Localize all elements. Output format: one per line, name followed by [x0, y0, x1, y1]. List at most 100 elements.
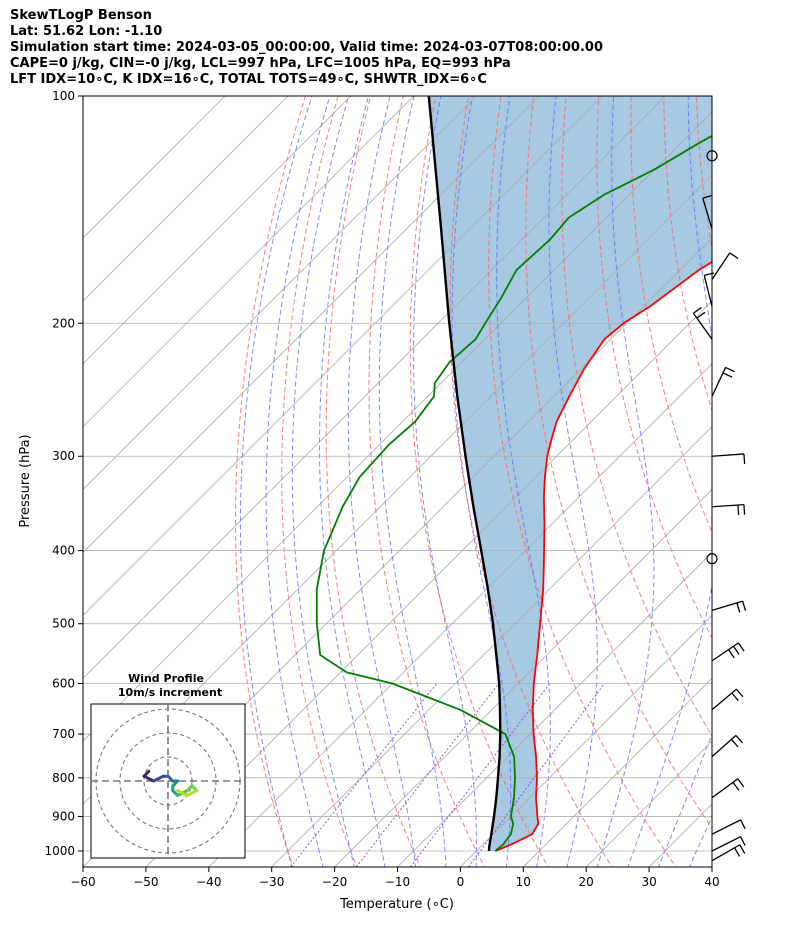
- y-tick-label: 200: [52, 316, 75, 330]
- moist-adiabat-line: [265, 96, 331, 867]
- y-tick-label: 300: [52, 449, 75, 463]
- moist-adiabat-line: [496, 96, 551, 867]
- moist-adiabat-line: [240, 96, 313, 867]
- mixing-ratio-line: [467, 683, 605, 867]
- isotherm-line: [396, 551, 712, 867]
- moist-adiabat-line: [657, 732, 712, 867]
- moist-adiabat-line: [451, 96, 512, 867]
- x-axis-label: Temperature (∘C): [339, 897, 454, 912]
- dry-adiabat-line: [449, 96, 613, 867]
- wind-barb: [711, 453, 744, 457]
- moist-adiabat-line: [319, 96, 386, 867]
- wind-barb: [711, 778, 739, 799]
- wind-barb-flag: [730, 738, 739, 748]
- chart-title: SkewTLogP Benson: [10, 8, 152, 23]
- location-info: Lat: 51.62 Lon: -1.10: [10, 24, 163, 39]
- wind-barb-flag: [737, 504, 740, 516]
- wind-barb: [711, 819, 741, 835]
- wind-barb-flag: [693, 306, 702, 314]
- wind-barb-flag: [725, 366, 735, 373]
- wind-barb-flag: [735, 734, 744, 744]
- mixing-ratio-line: [355, 683, 500, 867]
- moist-adiabat-line: [688, 815, 712, 867]
- hodograph-title: Wind Profile: [128, 672, 204, 685]
- hodograph-plot: [91, 704, 245, 858]
- x-tick-label: 10: [516, 875, 531, 889]
- dewpoint-line: [315, 134, 712, 852]
- wind-barb: [711, 503, 744, 508]
- wind-barb: [711, 688, 737, 711]
- wind-barb: [702, 198, 713, 230]
- x-tick-label: 20: [579, 875, 594, 889]
- calm-wind-circle: [706, 553, 718, 565]
- wind-barb: [711, 836, 741, 852]
- dry-adiabat-line: [762, 96, 794, 870]
- isotherm-line: [83, 96, 226, 239]
- mixing-ratio-line: [409, 683, 551, 867]
- isotherm-line: [334, 489, 712, 867]
- x-tick-label: −60: [70, 875, 95, 889]
- wind-barb-flag: [729, 252, 739, 259]
- moist-adiabat-line: [347, 96, 417, 867]
- temperature-line: [494, 260, 712, 852]
- moist-adiabat-line: [378, 96, 447, 867]
- dry-adiabat-line: [561, 96, 712, 737]
- dry-adiabat-line: [235, 96, 306, 867]
- hodograph-trace: [152, 774, 165, 783]
- y-tick-label: 900: [52, 809, 75, 823]
- cape-shading: [428, 96, 712, 851]
- wind-barb-flag: [731, 692, 739, 702]
- x-tick-label: 0: [457, 875, 465, 889]
- isotherm-line: [145, 300, 712, 867]
- moist-adiabat-line: [716, 79, 794, 876]
- wind-barb: [711, 367, 727, 397]
- wind-barb-flag: [743, 453, 746, 464]
- isotherm-line: [711, 866, 712, 867]
- wind-barb-flag: [740, 819, 746, 830]
- y-tick-label: 1000: [44, 844, 75, 858]
- isotherm-line: [208, 363, 712, 867]
- y-tick-label: 400: [52, 544, 75, 558]
- index-info: LFT IDX=10∘C, K IDX=16∘C, TOTAL TOTS=49∘…: [10, 72, 487, 87]
- wind-barb-flag: [743, 504, 746, 515]
- cape-info: CAPE=0 j/kg, CIN=-0 j/kg, LCL=997 hPa, L…: [10, 56, 511, 71]
- dry-adiabat-line: [630, 96, 712, 534]
- wind-barb-flag: [739, 844, 746, 854]
- hodograph-trace: [176, 789, 189, 797]
- wind-barb: [711, 252, 731, 280]
- wind-barb-flag: [722, 372, 733, 378]
- wind-barb-flag: [742, 600, 747, 611]
- parcel-line: [427, 96, 502, 852]
- x-tick-label: −20: [322, 875, 347, 889]
- wind-barb: [703, 275, 713, 307]
- dry-adiabat-line: [488, 96, 677, 867]
- time-info: Simulation start time: 2024-03-05_00:00:…: [10, 40, 603, 55]
- x-tick-label: 40: [704, 875, 719, 889]
- wind-barb-flag: [734, 847, 741, 857]
- wind-barb-flag: [737, 642, 745, 652]
- hodograph-subtitle: 10m/s increment: [118, 686, 222, 699]
- isotherm-line: [766, 61, 794, 876]
- wind-barb: [711, 600, 743, 611]
- wind-barb: [711, 844, 741, 862]
- isotherm-line: [83, 111, 712, 742]
- moist-adiabat-line: [412, 96, 477, 867]
- y-tick-label: 500: [52, 617, 75, 631]
- wind-barb-flag: [702, 194, 713, 199]
- isotherm-line: [271, 426, 712, 867]
- y-tick-label: 800: [52, 771, 75, 785]
- y-axis-label: Pressure (hPa): [18, 434, 33, 527]
- isotherm-line: [83, 96, 289, 302]
- wind-barb-flag: [704, 272, 715, 277]
- moist-adiabat-line: [596, 96, 655, 867]
- x-tick-label: 30: [641, 875, 656, 889]
- wind-barb-flag: [696, 311, 706, 319]
- isotherm-line: [83, 96, 352, 365]
- hodograph-trace: [185, 789, 199, 797]
- isotherm-line: [459, 614, 712, 867]
- wind-barb: [692, 312, 713, 340]
- isotherm-line: [83, 96, 666, 679]
- wind-barb-flag: [737, 778, 745, 788]
- y-tick-label: 100: [52, 89, 75, 103]
